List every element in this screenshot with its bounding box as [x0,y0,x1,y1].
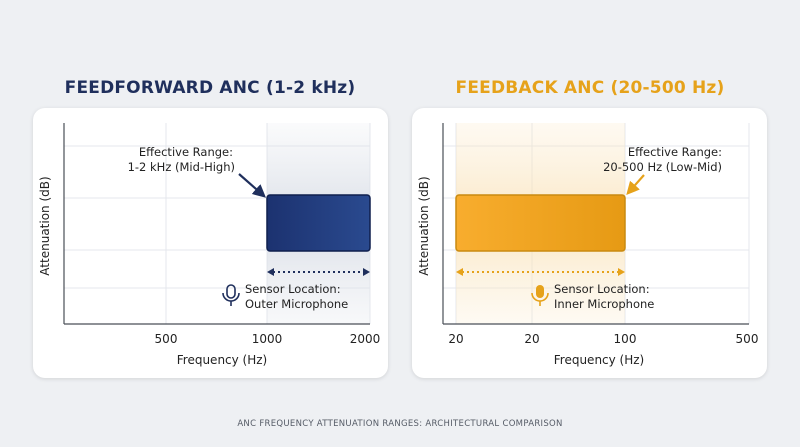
x-tick-label: 500 [736,332,759,346]
annotation-line-2: 20-500 Hz (Low-Mid) [603,160,722,174]
microphone-icon [531,285,549,306]
feedback-chart-card: Effective Range: 20-500 Hz (Low-Mid) Sen… [412,108,767,378]
annotation-line-1: Effective Range: [139,145,233,159]
sensor-line-1: Sensor Location: [245,282,341,296]
feedforward-chart-title: FEEDFORWARD ANC (1-2 kHz) [64,78,356,98]
x-axis-label: Frequency (Hz) [177,353,268,367]
feedback-chart-title: FEEDBACK ANC (20-500 Hz) [455,78,725,98]
range-arrow [267,268,370,276]
y-axis-label: Attenuation (dB) [38,176,52,275]
effective-range-bar [455,194,626,252]
microphone-icon [222,284,240,306]
x-tick-label: 1000 [252,332,283,346]
effective-range-bar [266,194,371,252]
x-tick-label: 2000 [350,332,381,346]
annotation-line-2: 1-2 kHz (Mid-High) [128,160,235,174]
annotation-arrow [626,174,645,195]
sensor-line-2: Outer Microphone [245,297,348,311]
y-axis-label: Attenuation (dB) [417,176,431,275]
feedback-chart-svg: Effective Range: 20-500 Hz (Low-Mid) Sen… [417,123,759,367]
x-tick-label: 500 [155,332,178,346]
feedforward-chart-svg: Effective Range: 1-2 kHz (Mid-High) Sens… [38,123,381,367]
x-tick-label: 20 [524,332,539,346]
annotation-arrow [238,173,266,198]
x-tick-label: 20 [448,332,463,346]
range-arrow [456,268,625,276]
annotation-line-1: Effective Range: [628,145,722,159]
x-tick-label: 100 [614,332,637,346]
x-axis-label: Frequency (Hz) [554,353,645,367]
sensor-line-2: Inner Microphone [554,297,654,311]
feedforward-chart-card: Effective Range: 1-2 kHz (Mid-High) Sens… [33,108,388,378]
figure-caption: ANC FREQUENCY ATTENUATION RANGES: ARCHIT… [237,419,563,429]
sensor-line-1: Sensor Location: [554,282,650,296]
